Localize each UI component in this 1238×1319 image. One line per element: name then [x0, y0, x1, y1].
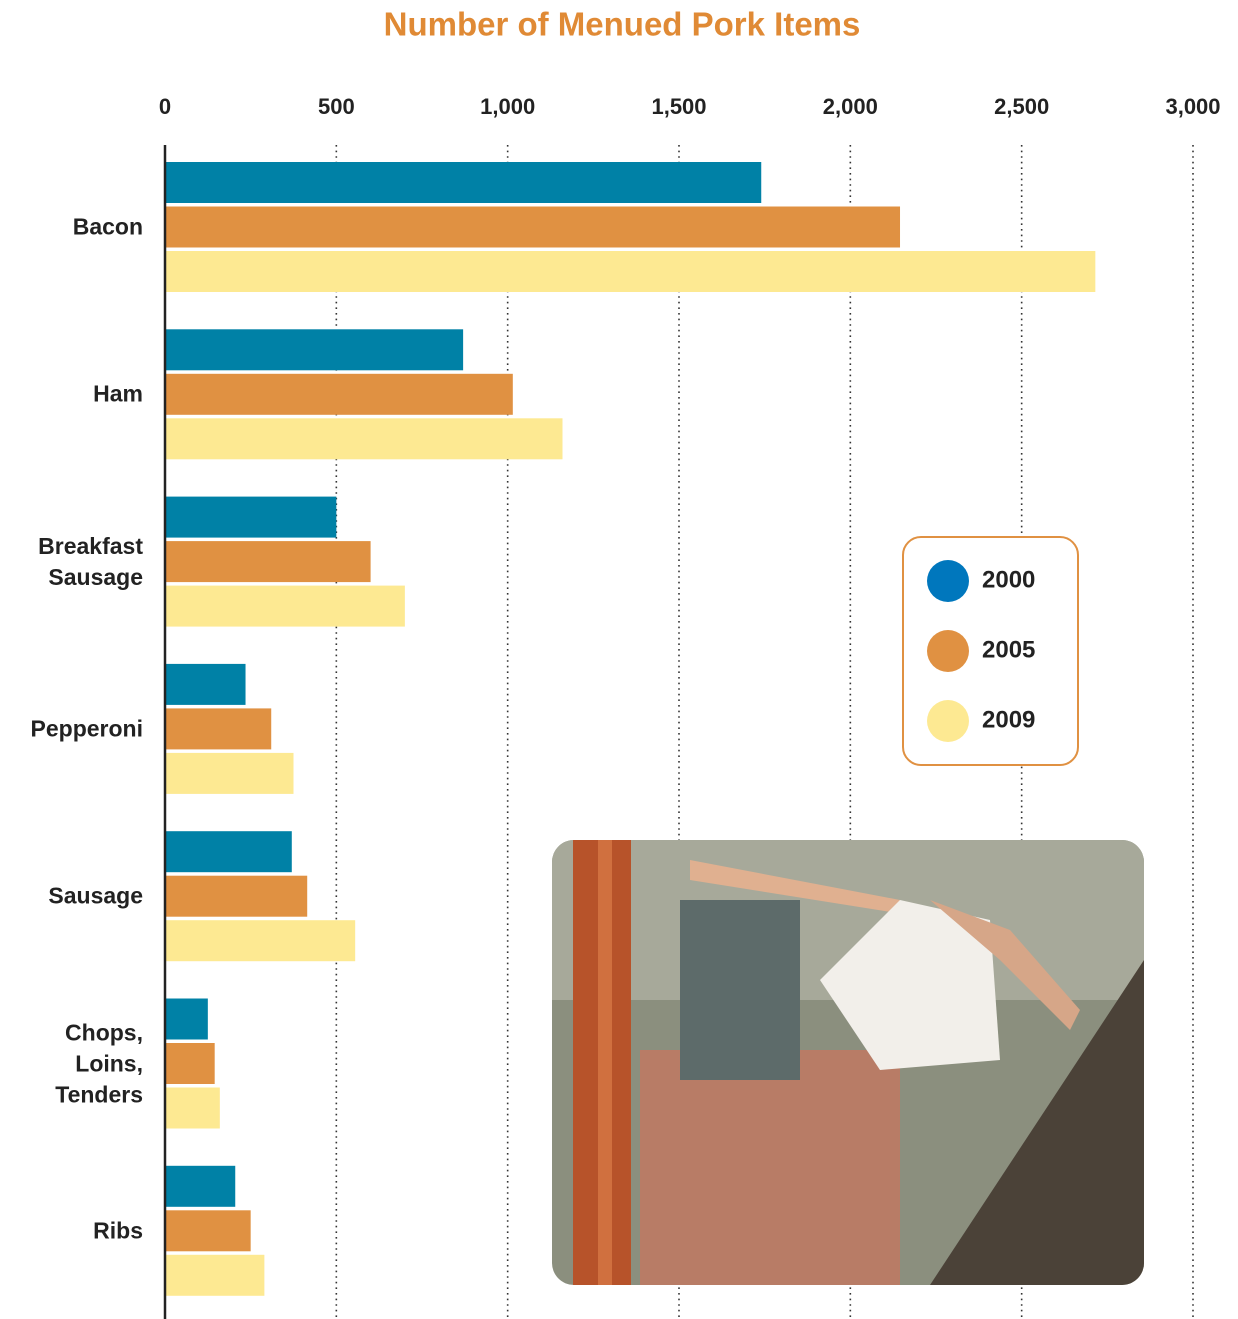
- x-tick-label: 0: [159, 94, 171, 119]
- x-tick-label: 500: [318, 94, 355, 119]
- legend-label: 2005: [982, 636, 1035, 663]
- bar: [165, 585, 405, 627]
- x-tick-label: 3,000: [1165, 94, 1220, 119]
- y-tick-label: Breakfast Sausage: [38, 532, 143, 590]
- chart-title: Number of Menued Pork Items: [384, 6, 861, 43]
- y-tick-label: Ham: [93, 380, 143, 407]
- bar: [165, 418, 563, 460]
- legend-label: 2000: [982, 566, 1035, 593]
- x-tick-label: 1,500: [651, 94, 706, 119]
- bar: [165, 1043, 215, 1084]
- bar: [165, 496, 337, 538]
- bar: [165, 831, 292, 873]
- bar: [165, 206, 901, 248]
- bar: [165, 1210, 251, 1252]
- legend-swatch: [927, 630, 969, 672]
- bar: [165, 373, 513, 415]
- bar: [165, 663, 246, 705]
- bar: [165, 251, 1096, 292]
- bar: [165, 1087, 220, 1129]
- legend-swatch: [927, 700, 969, 742]
- legend: 2000 2005 2009: [902, 536, 1079, 766]
- bar: [165, 162, 762, 203]
- x-tick-label: 2,000: [823, 94, 878, 119]
- legend-swatch: [927, 560, 969, 602]
- bar: [165, 708, 272, 750]
- y-tick-label: Chops, Loins, Tenders: [55, 1019, 144, 1107]
- bar: [165, 998, 208, 1040]
- x-tick-label: 1,000: [480, 94, 535, 119]
- y-tick-label: Ribs: [93, 1217, 143, 1244]
- y-tick-label: Sausage: [48, 882, 143, 909]
- x-tick-label: 2,500: [994, 94, 1049, 119]
- bar: [165, 875, 308, 917]
- bar: [165, 1165, 236, 1207]
- bar: [165, 920, 356, 962]
- photo: [552, 840, 1144, 1285]
- bar: [165, 752, 294, 794]
- bar: [165, 1254, 265, 1296]
- y-tick-label: Bacon: [72, 213, 143, 240]
- bar: [165, 329, 464, 371]
- y-tick-label: Pepperoni: [30, 715, 143, 742]
- legend-label: 2009: [982, 706, 1035, 733]
- bar: [165, 541, 371, 583]
